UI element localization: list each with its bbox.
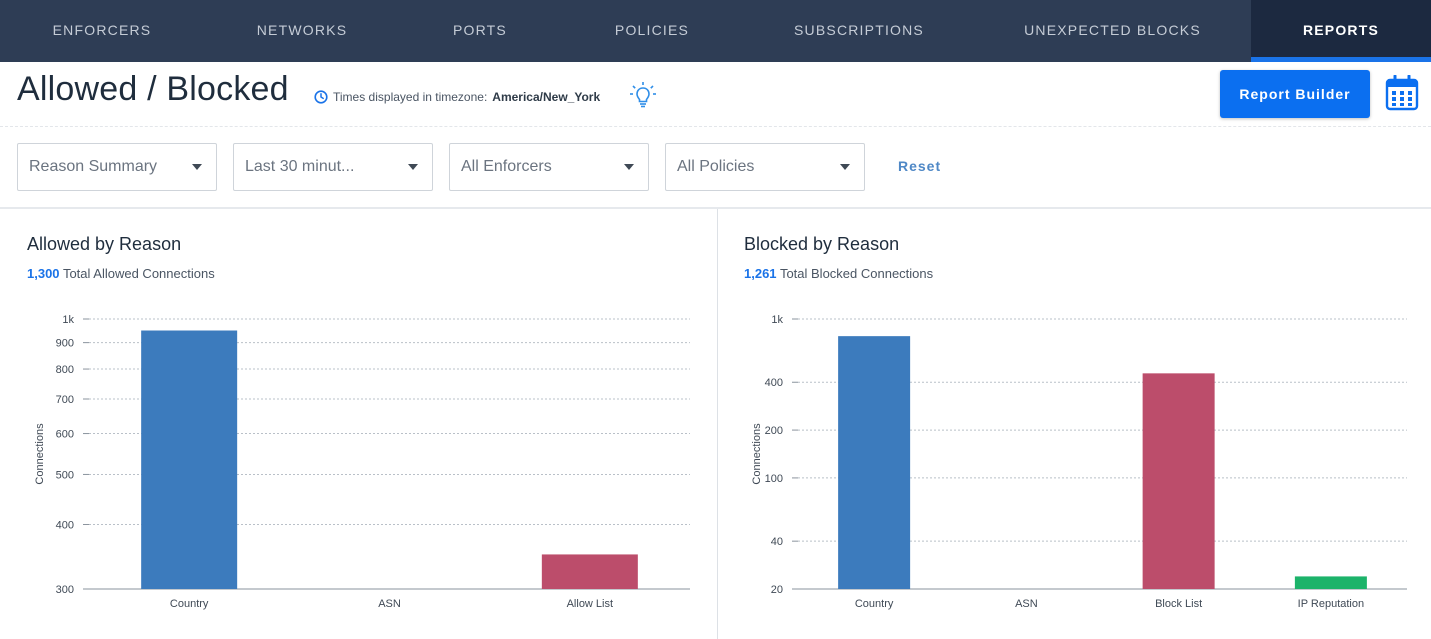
tab-unexpected-blocks[interactable]: UNEXPECTED BLOCKS [1024,22,1201,38]
lightbulb-icon[interactable] [628,80,658,110]
allowed-total-count: 1,300 [27,266,60,281]
tab-policies[interactable]: POLICIES [614,22,690,38]
top-nav: ENFORCERS NETWORKS PORTS POLICIES SUBSCR… [0,0,1431,62]
blocked-chart: 20 40 100 200 400 1k Connections Country ASN Bloc… [751,314,1407,610]
x-tick-label: ASN [1015,598,1038,610]
panel-divider [717,209,718,639]
y-tick-label: 800 [56,364,74,376]
tab-subscriptions[interactable]: SUBSCRIPTIONS [794,22,924,38]
timezone-label: Times displayed in timezone: [333,90,488,104]
allowed-total-label: Total Allowed Connections [62,266,215,281]
allowed-total: 1,300 Total Allowed Connections [27,266,215,281]
bar-block-list [1142,373,1215,589]
y-tick-label: 1k [771,314,783,326]
y-tick-label: 100 [765,473,783,485]
tab-ports[interactable]: PORTS [453,22,507,38]
bar-country [838,336,911,589]
y-tick-label: 1k [62,314,74,326]
x-tick-label: IP Reputation [1298,598,1364,610]
x-tick-label: Block List [1155,598,1202,610]
calendar-icon[interactable] [1385,75,1419,111]
timezone-value: America/New_York [492,90,601,104]
chevron-down-icon [408,164,418,170]
tab-enforcers[interactable]: ENFORCERS [52,22,152,38]
y-tick-label: 20 [771,584,783,596]
tab-networks[interactable]: NETWORKS [256,22,348,38]
enforcers-value: All Enforcers [461,158,552,175]
x-tick-label: ASN [378,598,401,610]
y-axis-label: Connections [751,423,763,485]
tab-reports[interactable]: REPORTS [1251,0,1431,62]
blocked-total-label: Total Blocked Connections [779,266,934,281]
policies-value: All Policies [677,158,755,175]
header-divider [0,126,1431,127]
filter-divider [0,207,1431,209]
policies-select[interactable]: All Policies [665,143,865,191]
y-tick-label: 700 [56,394,74,406]
y-tick-label: 300 [56,584,74,596]
time-range-select[interactable]: Last 30 minut... [233,143,433,191]
y-tick-label: 400 [765,377,783,389]
x-tick-label: Country [855,598,894,610]
y-tick-label: 400 [56,519,74,531]
y-tick-label: 900 [56,338,74,350]
bar-allow-list [541,554,638,589]
bar-country [141,330,238,589]
page-title: Allowed / Blocked [17,70,289,108]
y-tick-label: 500 [56,469,74,481]
report-type-value: Reason Summary [29,158,158,175]
blocked-total: 1,261 Total Blocked Connections [744,266,933,281]
allowed-chart: 300 400 500 600 700 800 900 1k Connections Countr… [34,314,690,610]
y-axis-label: Connections [34,423,46,485]
y-tick-label: 40 [771,536,783,548]
y-tick-label: 200 [765,425,783,437]
bar-ip-reputation [1294,576,1367,589]
enforcers-select[interactable]: All Enforcers [449,143,649,191]
x-tick-label: Allow List [567,598,613,610]
allowed-title: Allowed by Reason [27,234,182,254]
blocked-total-count: 1,261 [744,266,777,281]
timezone-info: Times displayed in timezone: America/New… [314,90,600,104]
report-builder-button[interactable]: Report Builder [1220,70,1370,118]
time-range-value: Last 30 minut... [245,158,355,175]
blocked-title: Blocked by Reason [744,234,900,254]
chevron-down-icon [192,164,202,170]
chevron-down-icon [840,164,850,170]
report-type-select[interactable]: Reason Summary [17,143,217,191]
reset-button[interactable]: Reset [898,158,942,174]
y-tick-label: 600 [56,429,74,441]
x-tick-label: Country [170,598,209,610]
chevron-down-icon [624,164,634,170]
clock-icon [314,90,328,104]
